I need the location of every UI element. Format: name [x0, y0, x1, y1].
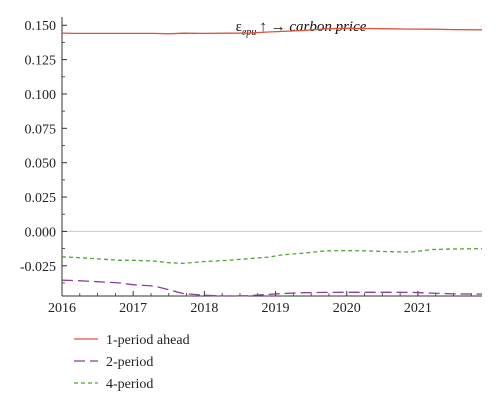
legend-label-1: 1-period ahead — [106, 333, 190, 348]
x-tick-label: 2016 — [48, 301, 76, 316]
axes: 0.150 0.125 0.100 0.075 0.050 0.025 0.000 -0.02… — [20, 17, 482, 316]
y-tick-label: -0.025 — [20, 260, 56, 275]
y-tick-label: 0.125 — [25, 54, 57, 69]
y-tick-label: 0.000 — [25, 225, 57, 240]
x-tick-label: 2018 — [190, 301, 218, 316]
y-tick-label: 0.050 — [25, 157, 57, 172]
x-tick-label: 2019 — [262, 301, 290, 316]
x-tick-label: 2017 — [119, 301, 147, 316]
legend: 1-period ahead 2-period 4-period — [74, 333, 190, 392]
series-line-3 — [61, 247, 483, 265]
y-tick-label: 0.075 — [25, 122, 57, 137]
legend-label-3: 4-period — [106, 377, 153, 392]
y-tick-label: 0.150 — [25, 19, 57, 34]
y-tick-label: 0.025 — [25, 191, 57, 206]
x-tick-label: 2021 — [404, 301, 432, 316]
series-layer — [61, 27, 483, 297]
series-line-1 — [61, 27, 483, 35]
x-tick-label: 2020 — [333, 301, 361, 316]
title-symbol: ε — [236, 19, 242, 35]
legend-label-2: 2-period — [106, 355, 153, 370]
y-tick-label: 0.100 — [25, 88, 57, 103]
title-suffix: ↑ → carbon price — [259, 19, 366, 35]
series-line-2 — [61, 279, 483, 297]
